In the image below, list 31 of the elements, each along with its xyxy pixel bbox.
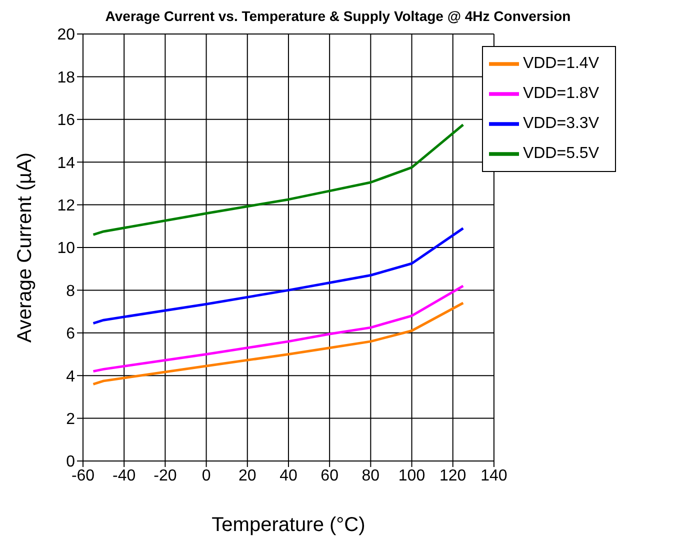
line-series: [92, 302, 464, 386]
legend-label: VDD=1.8V: [522, 85, 599, 102]
legend-label: VDD=5.5V: [522, 145, 599, 162]
y-tick-label: 18: [57, 69, 76, 86]
y-axis-title: Average Current (µA): [14, 152, 36, 343]
x-tick-label: 80: [362, 467, 380, 484]
legend-label: VDD=3.3V: [522, 115, 599, 132]
x-tick-label: -20: [154, 467, 177, 484]
y-tick-label: 8: [66, 282, 76, 300]
line-series: [92, 123, 464, 236]
legend-label: VDD=1.4V: [522, 55, 599, 72]
chart-title: Average Current vs. Temperature & Supply Voltage @ 4Hz Conversion: [104, 8, 572, 24]
y-tick-label: 4: [66, 368, 76, 386]
x-tick-label: -40: [112, 467, 136, 484]
x-tick-label: 60: [320, 467, 339, 484]
y-tick-label: 6: [66, 326, 76, 343]
y-tick-label: 10: [57, 240, 76, 258]
x-tick-label: 140: [480, 467, 508, 484]
y-tick-label: 12: [57, 197, 76, 214]
x-tick-label: 20: [238, 467, 256, 484]
x-tick-label: 120: [440, 467, 466, 484]
x-tick-label: 0: [202, 467, 211, 484]
x-axis-title: Temperature (°C): [212, 514, 366, 536]
y-tick-label: 2: [66, 410, 76, 428]
y-tick-label: 16: [57, 112, 76, 130]
line-series: [92, 227, 464, 325]
x-tick-label: 100: [398, 467, 426, 484]
x-tick-label: 40: [280, 467, 298, 484]
y-tick-label: 20: [57, 26, 76, 44]
y-tick-label: 14: [57, 154, 76, 172]
line-series: [92, 284, 464, 373]
